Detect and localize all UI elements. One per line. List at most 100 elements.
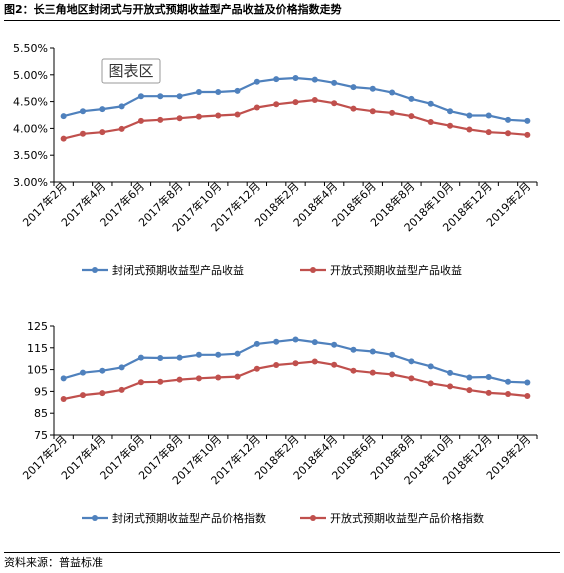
data-point <box>427 100 434 107</box>
data-point <box>311 96 318 103</box>
data-point <box>157 378 164 385</box>
data-point <box>137 117 144 124</box>
source-note: 资料来源：普益标准 <box>4 552 560 573</box>
data-point <box>234 373 241 380</box>
legend-marker <box>310 515 316 521</box>
data-point <box>137 379 144 386</box>
data-point <box>331 100 338 107</box>
data-point <box>447 108 454 115</box>
data-point <box>466 374 473 381</box>
data-point <box>311 76 318 83</box>
watermark-label: 图表区 <box>108 62 153 80</box>
data-point <box>195 351 202 358</box>
legend-label: 开放式预期收益型产品价格指数 <box>330 511 484 525</box>
legend-label: 封闭式预期收益型产品收益 <box>112 263 244 277</box>
data-point <box>292 75 299 82</box>
data-point <box>157 116 164 123</box>
data-point <box>369 85 376 92</box>
data-point <box>350 84 357 91</box>
data-point <box>292 99 299 106</box>
legend-marker <box>92 267 98 273</box>
watermark-box <box>101 58 161 84</box>
data-point <box>524 392 531 399</box>
legend-label: 封闭式预期收益型产品价格指数 <box>112 511 266 525</box>
data-point <box>427 380 434 387</box>
y-tick-label: 5.50% <box>13 42 48 55</box>
y-tick-label: 4.00% <box>13 122 48 135</box>
data-point <box>60 396 67 403</box>
data-point <box>157 355 164 362</box>
data-point <box>505 378 512 385</box>
data-point <box>215 351 222 358</box>
data-point <box>485 129 492 136</box>
data-point <box>176 115 183 122</box>
y-tick-label: 105 <box>27 364 48 377</box>
data-point <box>485 374 492 381</box>
chart-area-watermark: 图表区 <box>101 58 161 84</box>
data-point <box>350 105 357 112</box>
data-point <box>389 351 396 358</box>
y-tick-label: 85 <box>34 407 48 420</box>
data-point <box>447 383 454 390</box>
data-point <box>253 104 260 111</box>
data-point <box>292 360 299 367</box>
data-point <box>118 125 125 132</box>
data-point <box>176 93 183 100</box>
data-point <box>427 363 434 370</box>
y-tick-label: 4.50% <box>13 96 48 109</box>
data-point <box>60 135 67 142</box>
data-point <box>505 130 512 137</box>
data-point <box>273 101 280 108</box>
data-point <box>176 376 183 383</box>
data-point <box>60 375 67 382</box>
data-point <box>505 391 512 398</box>
data-point <box>79 108 86 115</box>
data-point <box>118 364 125 371</box>
data-point <box>389 371 396 378</box>
y-tick-label: 95 <box>34 385 48 398</box>
data-point <box>524 131 531 138</box>
data-point <box>273 338 280 345</box>
data-point <box>408 95 415 102</box>
series-line <box>63 360 528 401</box>
y-tick-label: 3.00% <box>13 176 48 189</box>
data-point <box>292 336 299 343</box>
data-point <box>447 369 454 376</box>
data-point <box>524 117 531 124</box>
data-point <box>118 103 125 110</box>
data-point <box>176 354 183 361</box>
data-point <box>215 112 222 119</box>
data-point <box>466 387 473 394</box>
legend-marker <box>310 267 316 273</box>
data-point <box>447 122 454 129</box>
data-point <box>331 79 338 86</box>
data-point <box>118 386 125 393</box>
data-point <box>408 113 415 120</box>
data-point <box>485 112 492 119</box>
price-index-chart: 7585951051151252017年2月2017年4月2017年6月2017… <box>20 320 538 525</box>
data-point <box>466 126 473 133</box>
data-point <box>369 348 376 355</box>
data-point <box>505 116 512 123</box>
data-point <box>273 76 280 83</box>
data-point <box>137 93 144 100</box>
data-point <box>99 129 106 136</box>
data-point <box>99 367 106 374</box>
data-point <box>60 113 67 120</box>
data-point <box>195 88 202 95</box>
y-tick-label: 3.50% <box>13 149 48 162</box>
data-point <box>369 108 376 115</box>
data-point <box>466 112 473 119</box>
y-tick-label: 115 <box>27 342 48 355</box>
y-tick-label: 75 <box>34 429 48 442</box>
data-point <box>234 87 241 94</box>
data-point <box>253 365 260 372</box>
data-point <box>215 88 222 95</box>
data-point <box>234 350 241 357</box>
data-point <box>389 109 396 116</box>
y-tick-label: 5.00% <box>13 69 48 82</box>
y-tick-label: 125 <box>27 320 48 333</box>
data-point <box>524 379 531 386</box>
data-point <box>350 367 357 374</box>
